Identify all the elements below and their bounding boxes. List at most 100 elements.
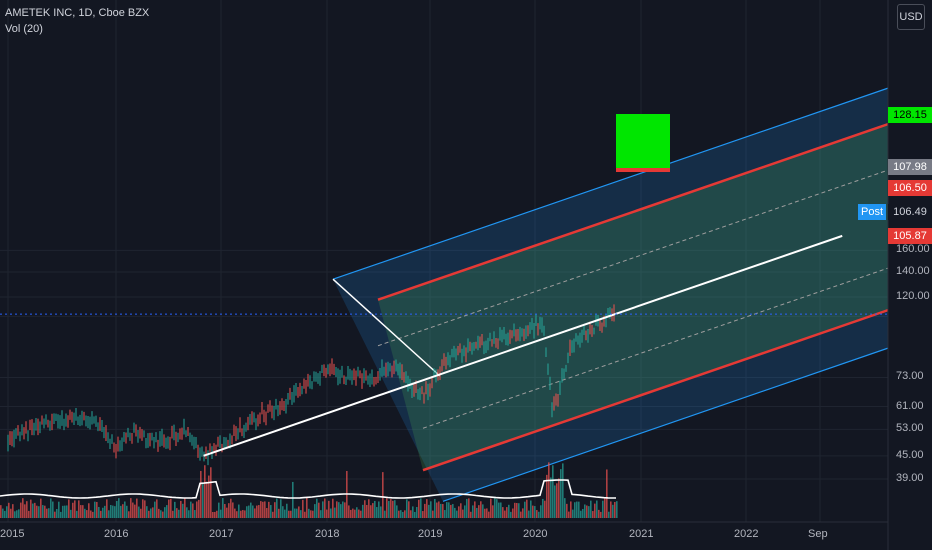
volume-bar	[482, 504, 484, 518]
volume-bar	[134, 504, 136, 518]
volume-bar	[40, 498, 42, 518]
volume-bar	[316, 498, 318, 518]
volume-bar	[268, 501, 270, 518]
volume-bar	[20, 502, 22, 518]
volume-bar	[66, 505, 68, 518]
volume-bar	[30, 499, 32, 518]
volume-bar	[530, 500, 532, 518]
currency-button[interactable]: USD	[897, 4, 925, 30]
volume-bar	[420, 498, 422, 518]
volume-bar	[486, 508, 488, 518]
volume-bar	[540, 505, 542, 518]
volume-bar	[442, 504, 444, 518]
volume-bar	[84, 508, 86, 518]
volume-bar	[384, 510, 386, 518]
volume-bar	[180, 500, 182, 518]
volume-bar	[102, 507, 104, 518]
volume-bar	[336, 501, 338, 518]
volume-bar	[452, 504, 454, 518]
volume-bar	[154, 501, 156, 518]
volume-bar	[614, 502, 616, 518]
chart-legend: AMETEK INC, 1D, Cboe BZX Vol (20)	[5, 5, 149, 37]
volume-bar	[566, 503, 568, 518]
volume-bar	[546, 474, 548, 518]
volume-bar	[292, 481, 294, 518]
volume-bar	[314, 504, 316, 518]
volume-bar	[330, 508, 332, 518]
volume-bar	[444, 510, 446, 518]
volume-bar	[462, 509, 464, 518]
volume-bar	[284, 509, 286, 518]
volume-bar	[16, 510, 18, 518]
price-tag: 106.50	[888, 180, 932, 196]
volume-bar	[358, 509, 360, 518]
volume-bar	[306, 498, 308, 518]
volume-bar	[310, 510, 312, 518]
volume-bar	[80, 505, 82, 518]
volume-bar	[604, 498, 606, 518]
volume-bar	[390, 499, 392, 518]
volume-bar	[196, 501, 198, 518]
volume-bar	[508, 504, 510, 518]
volume-bar	[220, 509, 222, 518]
volume-bar	[204, 465, 206, 518]
volume-bar	[552, 465, 554, 518]
volume-bar	[350, 509, 352, 518]
volume-bar	[168, 499, 170, 518]
volume-bar	[290, 510, 292, 518]
volume-bar	[38, 506, 40, 518]
volume-bar	[282, 506, 284, 518]
volume-bar	[572, 509, 574, 518]
volume-bar	[304, 511, 306, 518]
volume-bar	[294, 508, 296, 518]
volume-bar	[116, 500, 118, 518]
volume-bar	[516, 502, 518, 518]
volume-bar	[464, 505, 466, 518]
volume-bar	[172, 510, 174, 518]
volume-bar	[190, 501, 192, 518]
volume-bar	[184, 498, 186, 518]
volume-bar	[248, 505, 250, 518]
channel-outer-fill	[333, 88, 888, 502]
x-tick-label: 2019	[418, 528, 443, 540]
volume-bar	[406, 499, 408, 518]
volume-bar	[366, 504, 368, 518]
volume-bar	[48, 508, 50, 518]
volume-bar	[332, 498, 334, 518]
volume-bar	[326, 509, 328, 518]
volume-bar	[112, 505, 114, 518]
volume-bar	[142, 499, 144, 518]
x-tick-label: 2017	[209, 528, 234, 540]
volume-bar	[52, 501, 54, 518]
volume-bar	[58, 501, 60, 518]
volume-bar	[264, 501, 266, 518]
volume-bar	[372, 503, 374, 518]
volume-bar	[208, 475, 210, 518]
volume-bar	[554, 485, 556, 518]
volume-bar	[386, 498, 388, 518]
channel-red-bottom-line	[422, 308, 889, 472]
volume-bar	[70, 509, 72, 518]
volume-bar	[438, 501, 440, 518]
volume-bar	[278, 508, 280, 518]
volume-bar	[46, 508, 48, 518]
volume-bar	[388, 500, 390, 518]
volume-bar	[192, 503, 194, 518]
y-tick-label: 140.00	[896, 265, 930, 278]
volume-bar	[42, 505, 44, 518]
volume-bar	[312, 510, 314, 518]
price-tag: 106.49	[888, 204, 932, 220]
volume-bar	[490, 498, 492, 518]
volume-bar	[378, 501, 380, 518]
volume-bar	[600, 511, 602, 518]
volume-bar	[578, 501, 580, 518]
volume-bar	[124, 501, 126, 518]
volume-bar	[616, 501, 618, 518]
volume-bar	[216, 510, 218, 518]
volume-bar	[90, 510, 92, 518]
volume-bar	[432, 510, 434, 518]
volume-bar	[8, 502, 10, 518]
volume-bar	[188, 510, 190, 518]
volume-bar	[4, 510, 6, 518]
